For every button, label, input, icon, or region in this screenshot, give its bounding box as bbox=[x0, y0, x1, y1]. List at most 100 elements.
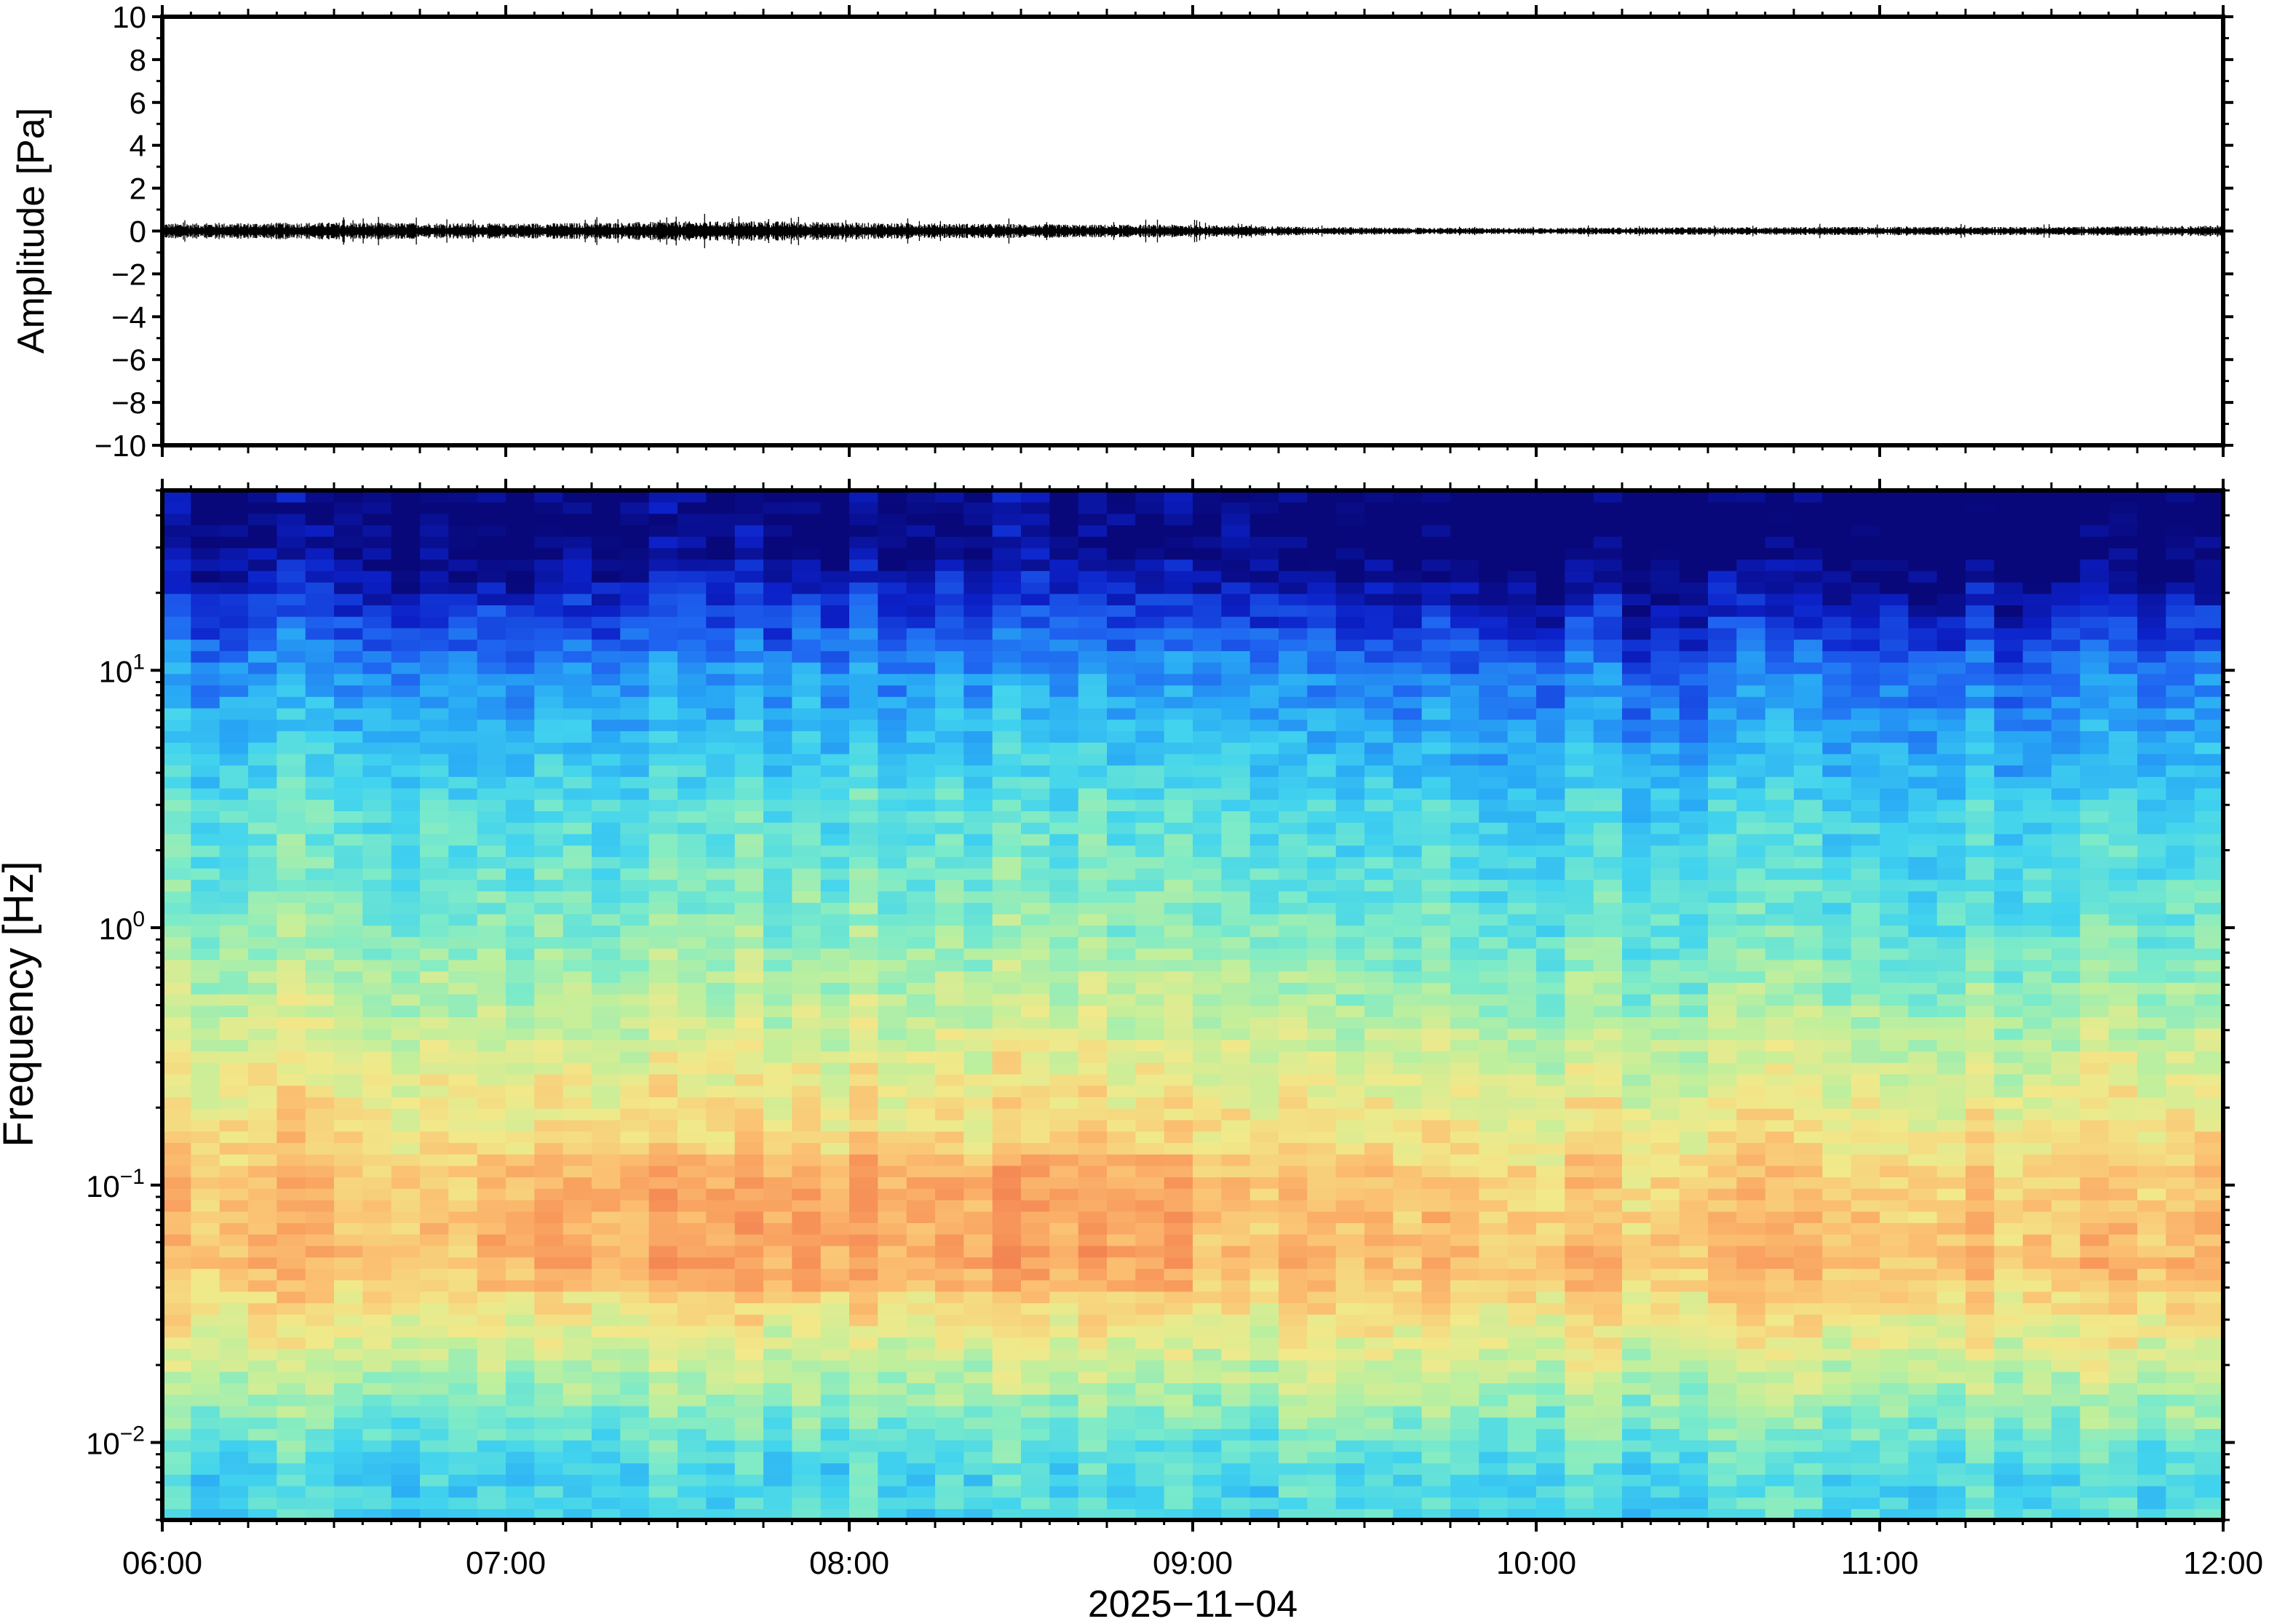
spectrogram-cell bbox=[878, 559, 907, 571]
spectrogram-cell bbox=[906, 913, 936, 926]
spectrogram-cell bbox=[305, 1291, 335, 1304]
spectrogram-cell bbox=[534, 1199, 564, 1212]
spectrogram-cell bbox=[563, 1382, 592, 1395]
spectrogram-cell bbox=[1565, 1314, 1594, 1326]
spectrogram-cell bbox=[1078, 547, 1108, 560]
spectrogram-cell bbox=[1650, 1245, 1680, 1258]
spectrogram-cell bbox=[620, 1508, 650, 1520]
spectrogram-cell bbox=[763, 1233, 793, 1246]
spectrogram-cell bbox=[620, 707, 650, 720]
spectrogram-cell bbox=[334, 891, 364, 903]
spectrogram-cell bbox=[763, 1337, 793, 1349]
spectrogram-cell bbox=[1279, 1497, 1308, 1510]
spectrogram-cell bbox=[362, 570, 392, 583]
spectrogram-cell bbox=[1479, 627, 1509, 640]
spectrogram-cell bbox=[1479, 1508, 1509, 1520]
spectrogram-cell bbox=[1536, 971, 1566, 983]
spectrogram-cell bbox=[878, 1199, 907, 1212]
spectrogram-cell bbox=[620, 1382, 650, 1395]
spectrogram-cell bbox=[1164, 1245, 1193, 1258]
spectrogram-cell bbox=[1565, 936, 1594, 949]
spectrogram-cell bbox=[1622, 971, 1652, 983]
spectrogram-cell bbox=[1164, 1131, 1193, 1143]
spectrogram-cell bbox=[1164, 1096, 1193, 1109]
spectrogram-cell bbox=[1393, 501, 1423, 514]
spectrogram-cell bbox=[362, 1062, 392, 1075]
spectrogram-cell bbox=[1593, 559, 1623, 571]
spectrogram-cell bbox=[1078, 1348, 1108, 1361]
spectrogram-cell bbox=[1335, 1257, 1365, 1269]
spectrogram-cell bbox=[1421, 1062, 1451, 1075]
spectrogram-cell bbox=[1507, 1005, 1537, 1017]
spectrogram-cell bbox=[1221, 1073, 1251, 1086]
spectrogram-cell bbox=[219, 1268, 249, 1281]
spectrogram-cell bbox=[448, 1291, 478, 1304]
spectrogram-cell bbox=[1565, 1165, 1594, 1178]
spectrogram-cell bbox=[878, 1016, 907, 1029]
spectrogram-cell bbox=[1135, 627, 1165, 640]
spectrogram-cell bbox=[1107, 1108, 1137, 1121]
spectrogram-cell bbox=[563, 1199, 592, 1212]
spectrogram-cell bbox=[1335, 1485, 1365, 1498]
spectrogram-cell bbox=[277, 765, 306, 777]
spectrogram-cell bbox=[1135, 650, 1165, 663]
spectrogram-cell bbox=[1450, 661, 1480, 674]
spectrogram-cell bbox=[1565, 947, 1594, 960]
spectrogram-cell bbox=[563, 1165, 592, 1178]
spectrogram-cell bbox=[820, 1199, 850, 1212]
spectrogram-cell bbox=[448, 1474, 478, 1486]
spectrogram-cell bbox=[277, 513, 306, 525]
spectrogram-cell bbox=[305, 1177, 335, 1189]
spectrogram-cell bbox=[906, 1051, 936, 1063]
spectrogram-cell bbox=[1249, 627, 1279, 640]
spectrogram-cell bbox=[878, 982, 907, 995]
spectrogram-cell bbox=[391, 581, 421, 594]
spectrogram-cell bbox=[1507, 787, 1537, 800]
spectrogram-cell bbox=[1164, 650, 1193, 663]
spectrogram-cell bbox=[1536, 1439, 1566, 1452]
spectrogram-cell bbox=[1565, 765, 1594, 777]
spectrogram-cell bbox=[1164, 673, 1193, 686]
spectrogram-cell bbox=[1536, 1291, 1566, 1304]
spectrogram-cell bbox=[734, 1291, 764, 1304]
spectrogram-cell bbox=[849, 891, 879, 903]
spectrogram-cell bbox=[563, 490, 592, 503]
spectrogram-cell bbox=[849, 1165, 879, 1178]
spectrogram-cell bbox=[792, 1177, 822, 1189]
spectrogram-cell bbox=[1450, 879, 1480, 892]
spectrogram-cell bbox=[391, 982, 421, 995]
spectrogram-cell bbox=[563, 1337, 592, 1349]
spectrogram-cell bbox=[1279, 1016, 1308, 1029]
spectrogram-cell bbox=[1221, 639, 1251, 651]
spectrogram-cell bbox=[1164, 1497, 1193, 1510]
spectrogram-cell bbox=[1393, 902, 1423, 915]
spectrogram-cell bbox=[763, 1359, 793, 1372]
spectrogram-cell bbox=[1622, 867, 1652, 880]
spectrogram-cell bbox=[1536, 570, 1566, 583]
spectrogram-cell bbox=[648, 1337, 678, 1349]
spectrogram-cell bbox=[477, 776, 506, 789]
spectrogram-cell bbox=[477, 1382, 506, 1395]
spectrogram-cell bbox=[963, 936, 993, 949]
spectrogram-cell bbox=[191, 1165, 220, 1178]
spectrogram-cell bbox=[1679, 1291, 1709, 1304]
spectrogram-cell bbox=[334, 1268, 364, 1281]
spectrogram-cell bbox=[1479, 913, 1509, 926]
spectrogram-cell bbox=[362, 605, 392, 617]
spectrogram-cell bbox=[1335, 536, 1365, 549]
spectrogram-cell bbox=[763, 1279, 793, 1292]
spectrogram-cell bbox=[391, 1279, 421, 1292]
spectrogram-cell bbox=[1622, 501, 1652, 514]
spectrogram-cell bbox=[1450, 936, 1480, 949]
spectrogram-cell bbox=[563, 1039, 592, 1052]
spectrogram-cell bbox=[1593, 1508, 1623, 1520]
spectrogram-cell bbox=[1021, 1417, 1051, 1429]
spectrogram-cell bbox=[448, 1096, 478, 1109]
spectrogram-cell bbox=[1479, 1462, 1509, 1475]
spectrogram-cell bbox=[420, 1039, 450, 1052]
spectrogram-cell bbox=[1536, 1108, 1566, 1121]
spectrogram-cell bbox=[1507, 1165, 1537, 1178]
spectrogram-cell bbox=[935, 753, 965, 766]
spectrogram-cell bbox=[992, 1302, 1022, 1315]
